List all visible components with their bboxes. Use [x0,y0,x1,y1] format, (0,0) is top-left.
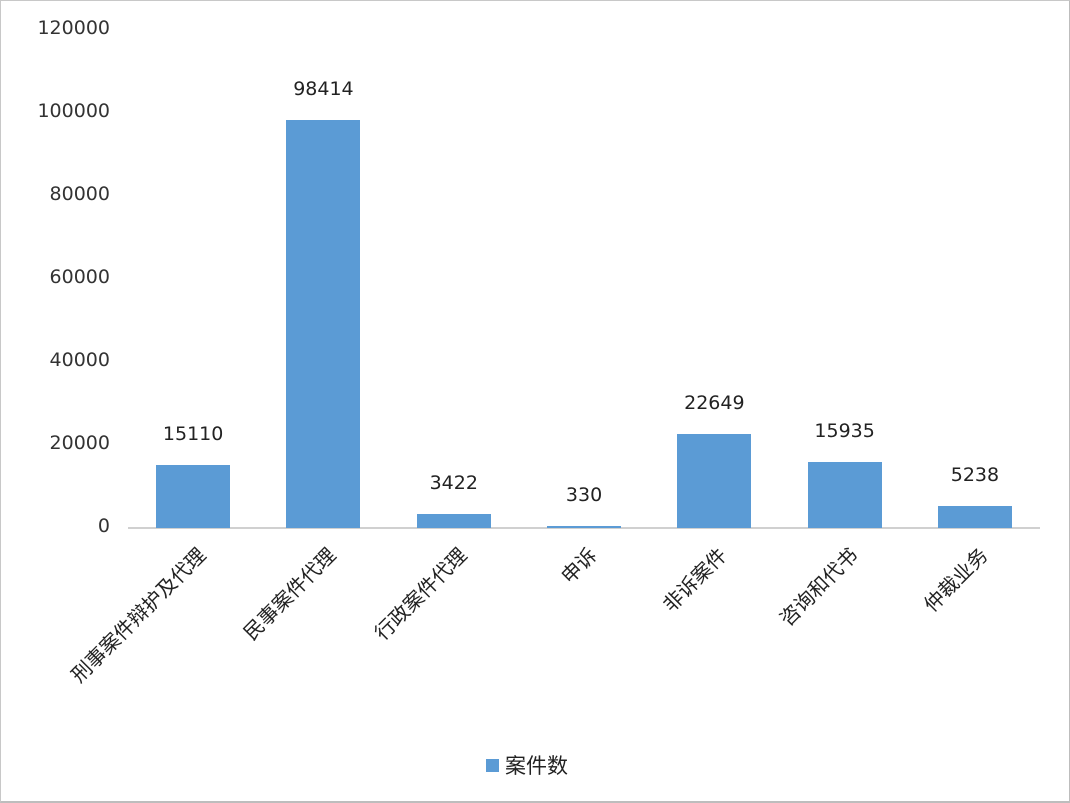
data-label: 98414 [293,77,354,100]
data-label: 5238 [950,464,1000,487]
legend-label: 案件数 [505,754,568,778]
data-label: 22649 [684,392,745,414]
bar [416,513,491,528]
bar [677,434,752,528]
data-label: 15935 [814,419,875,442]
bar [937,506,1012,528]
y-tick-0: 0 [97,515,110,537]
bar [156,465,231,528]
data-label: 330 [565,484,603,506]
y-tick-100000: 100000 [37,100,110,122]
bar [807,461,882,528]
legend: 案件数 [486,750,568,780]
bar [547,526,622,528]
data-label: 15110 [162,423,224,446]
bar [286,119,361,528]
data-label: 3422 [429,471,478,494]
y-tick-20000: 20000 [49,432,110,454]
y-tick-60000: 60000 [49,266,110,288]
y-tick-40000: 40000 [49,349,110,371]
x-axis-line [128,527,1040,529]
legend-swatch [486,758,499,772]
y-tick-80000: 80000 [49,183,110,205]
y-tick-120000: 120000 [37,17,110,39]
